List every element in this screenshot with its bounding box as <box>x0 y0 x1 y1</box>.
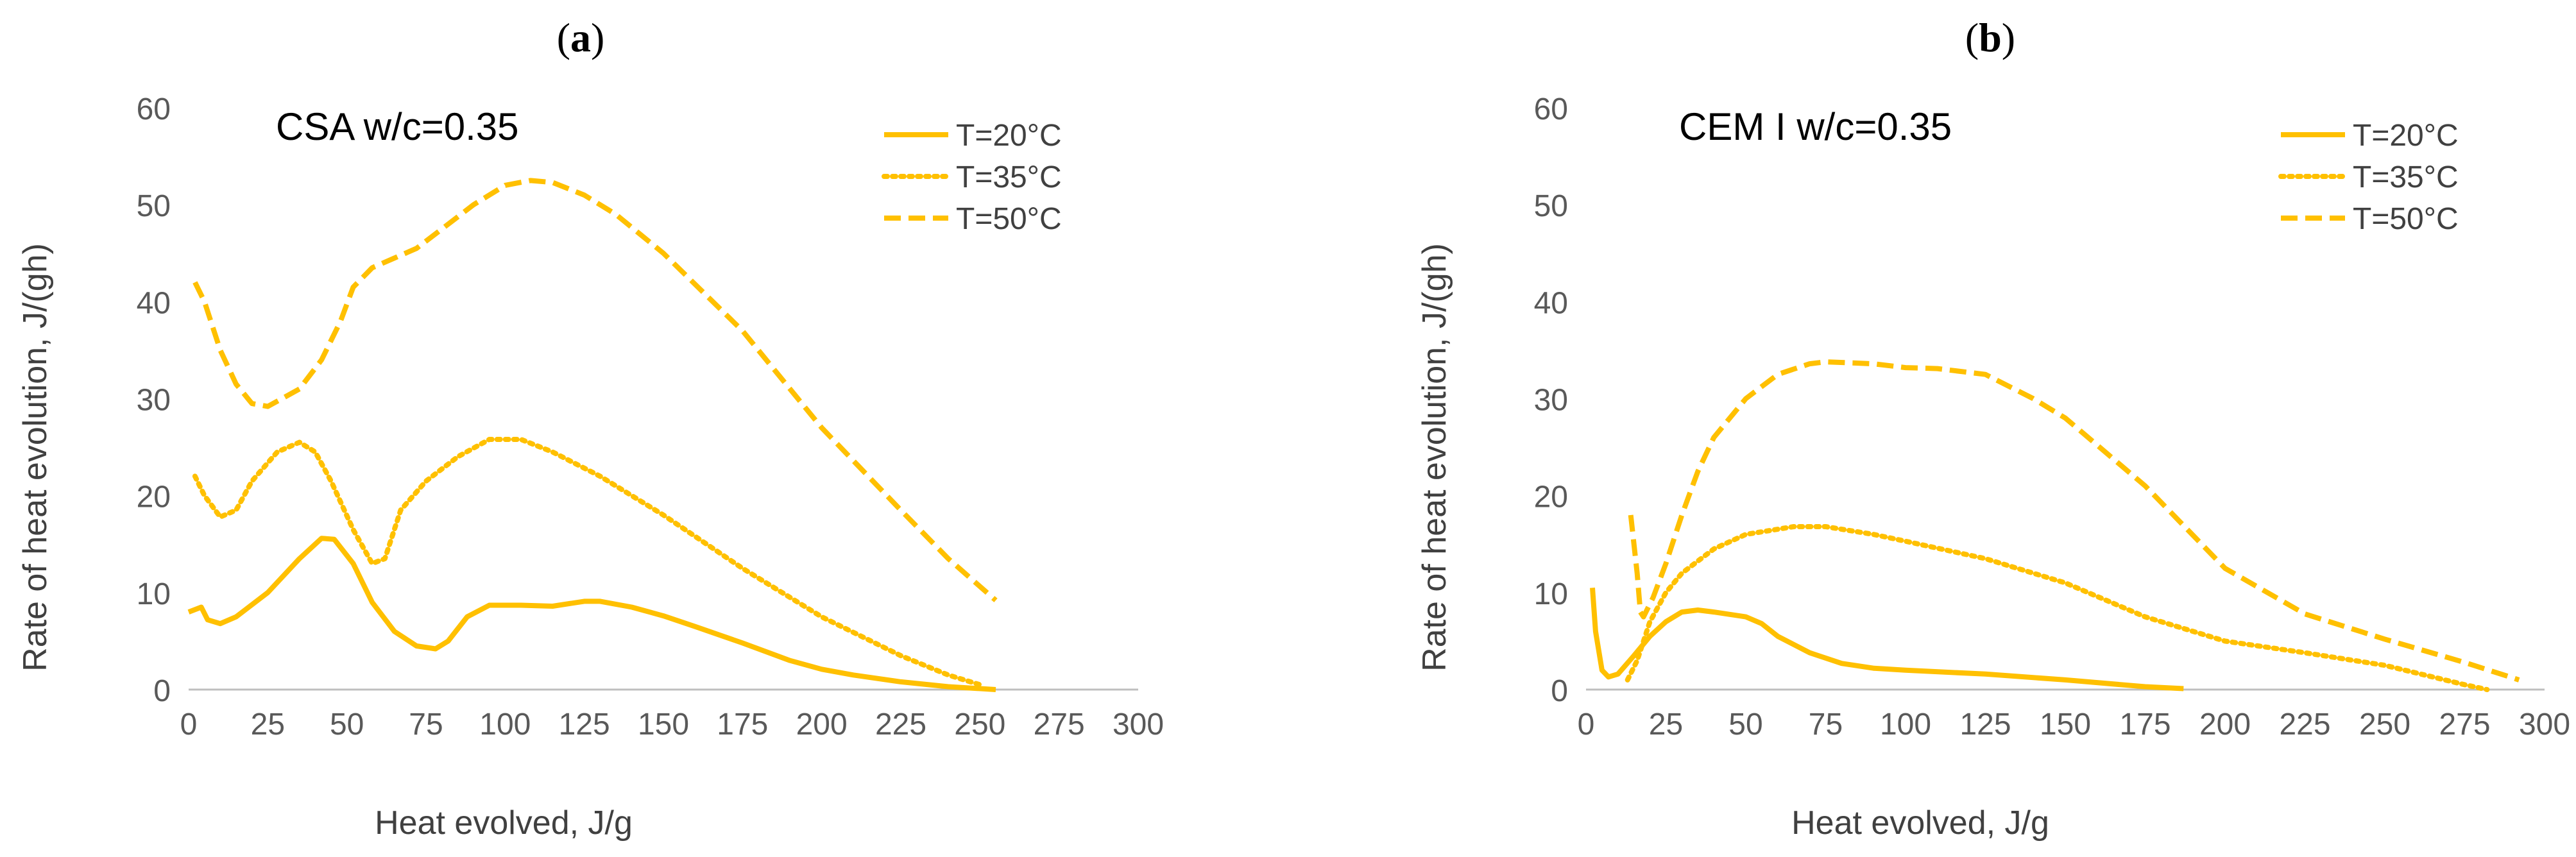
x-tick-label: 125 <box>1959 708 2011 742</box>
y-tick-label: 10 <box>137 577 171 611</box>
series-line-solid <box>1590 588 2184 692</box>
chart-title: CSA w/c=0.35 <box>276 105 519 148</box>
y-tick-label: 30 <box>137 384 171 418</box>
x-tick-label: 100 <box>479 708 531 742</box>
x-tick-label: 200 <box>2199 708 2251 742</box>
series-lines <box>187 178 998 692</box>
series-line-dashed <box>192 178 998 602</box>
series-line-solid <box>187 536 996 692</box>
legend-label: T=35°C <box>2353 160 2459 194</box>
y-axis-title: Rate of heat evolution, J/(gh) <box>17 243 54 672</box>
x-tick-label: 150 <box>638 708 689 742</box>
y-tick-label: 20 <box>137 480 171 514</box>
x-tick-label: 0 <box>180 708 198 742</box>
legend-label: T=50°C <box>956 202 1062 236</box>
series-line-dashed <box>1628 359 2520 683</box>
series-line-dotted <box>192 437 983 688</box>
x-axis-title: Heat evolved, J/g <box>1791 804 2049 842</box>
y-tick-labels: 0 10 20 30 40 50 60 <box>1534 92 1568 708</box>
y-axis-title: Rate of heat evolution, J/(gh) <box>1416 243 1453 672</box>
x-axis-title: Heat evolved, J/g <box>375 804 633 842</box>
legend: T=20°C T=35°C T=50°C <box>882 119 1062 236</box>
series-line-dotted <box>1625 524 2490 692</box>
y-tick-label: 0 <box>153 674 171 708</box>
x-tick-label: 275 <box>2439 708 2490 742</box>
x-tick-label: 75 <box>1809 708 1843 742</box>
y-tick-labels: 0 10 20 30 40 50 60 <box>137 92 171 708</box>
chart-panel-a: (a) CSA w/c=0.35 Rate of heat evolution,… <box>17 15 1164 842</box>
x-tick-label: 125 <box>559 708 610 742</box>
x-tick-label: 200 <box>796 708 848 742</box>
y-tick-label: 20 <box>1534 480 1568 514</box>
x-tick-label: 225 <box>2279 708 2330 742</box>
x-tick-label: 0 <box>1578 708 1595 742</box>
y-tick-label: 10 <box>1534 577 1568 611</box>
x-tick-label: 150 <box>2040 708 2091 742</box>
x-tick-label: 300 <box>1113 708 1164 742</box>
y-tick-label: 30 <box>1534 384 1568 418</box>
legend-label: T=20°C <box>956 119 1062 153</box>
x-tick-label: 25 <box>251 708 285 742</box>
x-tick-label: 100 <box>1880 708 1931 742</box>
y-tick-label: 50 <box>1534 189 1568 223</box>
y-tick-label: 60 <box>137 92 171 126</box>
y-tick-label: 60 <box>1534 92 1568 126</box>
x-tick-labels: 0 25 50 75 100 125 150 175 200 225 250 275 300 <box>180 708 1164 742</box>
y-tick-label: 0 <box>1551 674 1568 708</box>
legend-label: T=35°C <box>956 160 1062 194</box>
series-lines <box>1590 359 2520 692</box>
x-tick-label: 300 <box>2519 708 2570 742</box>
x-tick-label: 175 <box>2119 708 2171 742</box>
panel-label-b: (b) <box>1965 15 2015 60</box>
x-tick-label: 50 <box>1728 708 1762 742</box>
chart-panel-b: (b) CEM I w/c=0.35 Rate of heat evolutio… <box>1416 15 2570 842</box>
x-tick-label: 250 <box>2359 708 2410 742</box>
x-tick-labels: 0 25 50 75 100 125 150 175 200 225 250 275 300 <box>1578 708 2570 742</box>
y-tick-label: 40 <box>1534 286 1568 320</box>
legend: T=20°C T=35°C T=50°C <box>2278 119 2459 236</box>
x-tick-label: 75 <box>409 708 443 742</box>
x-tick-label: 25 <box>1649 708 1683 742</box>
chart-title: CEM I w/c=0.35 <box>1679 105 1952 148</box>
x-tick-label: 250 <box>954 708 1005 742</box>
legend-label: T=50°C <box>2353 202 2459 236</box>
panel-label-a: (a) <box>557 15 605 60</box>
x-tick-label: 50 <box>330 708 364 742</box>
legend-label: T=20°C <box>2353 119 2459 153</box>
x-tick-label: 225 <box>875 708 926 742</box>
x-tick-label: 175 <box>717 708 768 742</box>
x-tick-label: 275 <box>1034 708 1085 742</box>
y-tick-label: 40 <box>137 286 171 320</box>
y-tick-label: 50 <box>137 189 171 223</box>
